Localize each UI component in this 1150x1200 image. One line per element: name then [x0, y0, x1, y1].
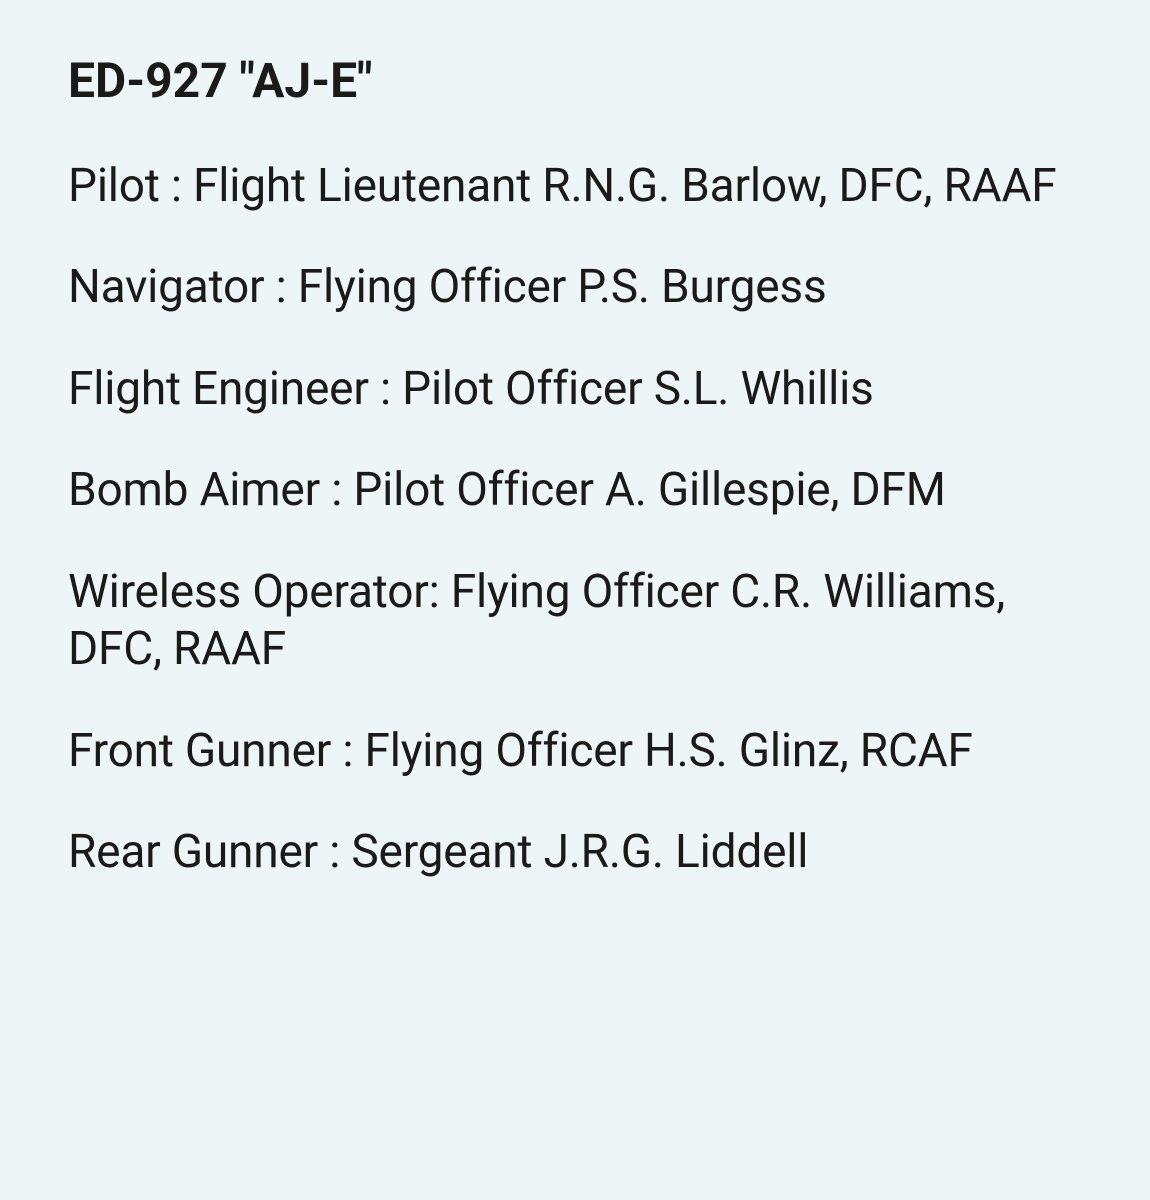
crew-front-gunner: Front Gunner : Flying Officer H.S. Glinz…	[68, 723, 1086, 781]
crew-wireless-operator: Wireless Operator: Flying Officer C.R. W…	[68, 564, 1086, 679]
crew-pilot: Pilot : Flight Lieutenant R.N.G. Barlow,…	[68, 158, 1086, 216]
crew-bomb-aimer: Bomb Aimer : Pilot Officer A. Gillespie,…	[68, 462, 1086, 520]
aircraft-title: ED-927 "AJ-E"	[68, 52, 1086, 110]
crew-navigator: Navigator : Flying Officer P.S. Burgess	[68, 259, 1086, 317]
crew-flight-engineer: Flight Engineer : Pilot Officer S.L. Whi…	[68, 361, 1086, 419]
crew-rear-gunner: Rear Gunner : Sergeant J.R.G. Liddell	[68, 824, 1086, 882]
